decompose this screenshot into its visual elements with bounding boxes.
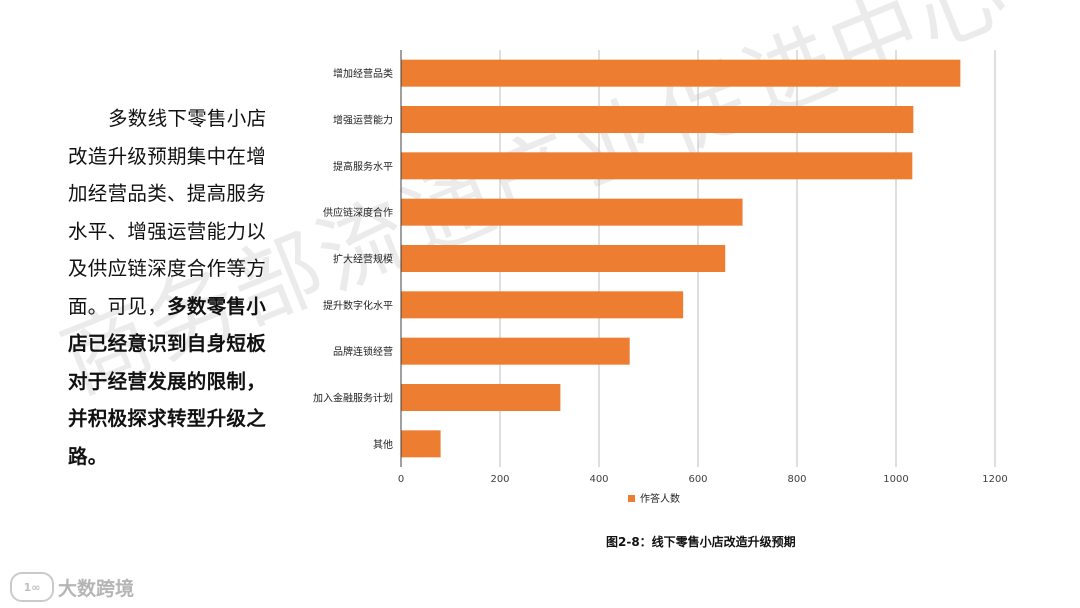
summary-bold-text: 多数零售小店已经意识到自身短板对于经营发展的限制，并积极探求转型升级之路。 xyxy=(68,294,267,468)
category-label: 品牌连锁经营 xyxy=(333,345,393,358)
x-tick-label: 400 xyxy=(589,474,608,485)
category-label: 提升数字化水平 xyxy=(323,299,393,312)
x-tick-label: 1000 xyxy=(883,474,908,485)
bar xyxy=(401,245,726,272)
category-label: 其他 xyxy=(373,438,393,451)
bar xyxy=(401,106,914,133)
category-label: 加入金融服务计划 xyxy=(313,392,393,405)
category-label: 供应链深度合作 xyxy=(323,206,393,219)
category-label: 增加经营品类 xyxy=(333,67,393,80)
logo-text: 大数跨境 xyxy=(58,577,135,600)
bar xyxy=(401,430,441,458)
brand-logo: 1∞ 大数跨境 xyxy=(10,572,134,602)
bar xyxy=(401,337,630,365)
summary-text: 多数线下零售小店改造升级预期集中在增加经营品类、提高服务水平、增强运营能力以及供… xyxy=(68,107,267,318)
x-tick-label: 200 xyxy=(490,474,509,485)
bar-chart: 0 200 400 600 800 1000 1200 增加经营品类增强运营能力提高服务水平供… xyxy=(313,50,1008,505)
category-label: 扩大经营规模 xyxy=(333,253,393,266)
figure-caption: 图2-8：线下零售小店改造升级预期 xyxy=(606,535,796,549)
x-tick-label: 1200 xyxy=(982,474,1007,485)
bar xyxy=(401,152,913,180)
x-tick-label: 0 xyxy=(398,474,404,485)
x-tick-label: 800 xyxy=(787,474,806,485)
summary-paragraph: 多数线下零售小店改造升级预期集中在增加经营品类、提高服务水平、增强运营能力以及供… xyxy=(68,100,280,475)
legend-label: 作答人数 xyxy=(640,492,680,505)
x-tick-label: 600 xyxy=(688,474,707,485)
legend-swatch xyxy=(628,495,635,502)
category-label: 提高服务水平 xyxy=(333,160,393,173)
category-label: 增强运营能力 xyxy=(333,114,393,127)
bar xyxy=(401,291,684,319)
bar xyxy=(401,384,561,411)
bar xyxy=(401,198,743,226)
logo-icon: 1∞ xyxy=(10,572,54,602)
bar xyxy=(401,59,961,87)
